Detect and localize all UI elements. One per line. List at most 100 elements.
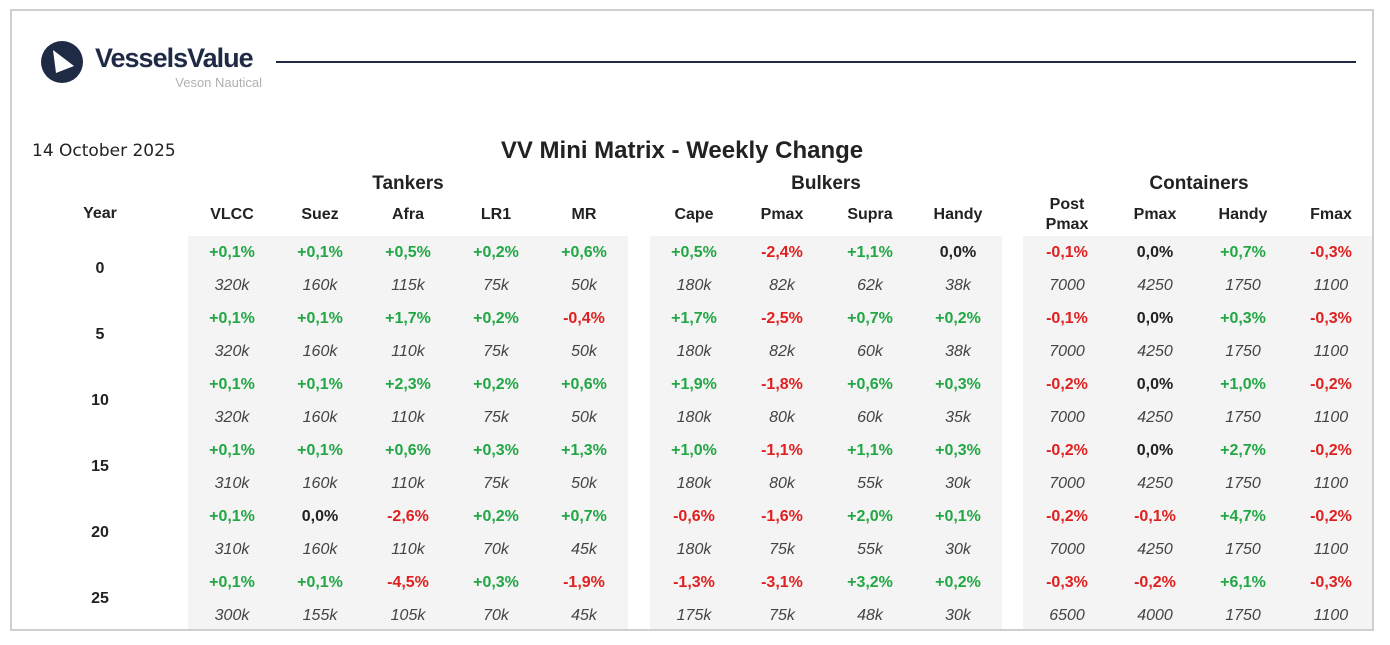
size-cell: 48k xyxy=(857,607,883,624)
change-cell: -0,3% xyxy=(1310,310,1352,327)
vesselsvalue-logo: VesselsValue Veson Nautical xyxy=(40,40,270,92)
size-cell: 55k xyxy=(857,475,883,492)
size-cell: 7000 xyxy=(1049,541,1085,558)
change-cell: +1,1% xyxy=(847,244,893,261)
change-cell: +2,0% xyxy=(847,508,893,525)
size-cell: 1100 xyxy=(1313,409,1349,426)
year-cell: 15 xyxy=(91,458,109,475)
change-cell: -1,1% xyxy=(761,442,803,459)
change-cell: -0,6% xyxy=(673,508,715,525)
size-cell: 180k xyxy=(676,343,712,360)
size-cell: 50k xyxy=(571,409,597,426)
size-cell: 180k xyxy=(676,409,712,426)
change-cell: -0,3% xyxy=(1046,574,1088,591)
size-cell: 1750 xyxy=(1225,607,1261,624)
change-cell: -0,2% xyxy=(1310,508,1352,525)
size-cell: 70k xyxy=(483,541,509,558)
containers-pmax-header-label: Pmax xyxy=(1133,206,1177,223)
change-cell: +0,6% xyxy=(561,244,607,261)
size-cell: 155k xyxy=(302,607,338,624)
change-cell: +1,0% xyxy=(671,442,717,459)
size-cell: 7000 xyxy=(1049,409,1085,426)
bulkers-cape-column-header: Cape xyxy=(650,205,738,225)
change-cell: -0,1% xyxy=(1046,244,1088,261)
size-cell: 160k xyxy=(302,343,338,360)
size-cell: 55k xyxy=(857,541,883,558)
containers-handy-header-label: Handy xyxy=(1218,206,1268,223)
size-cell: 70k xyxy=(483,607,509,624)
size-cell: 4250 xyxy=(1137,409,1173,426)
change-cell: +0,1% xyxy=(297,574,343,591)
tankers-vlcc-column-header: VLCC xyxy=(188,205,276,225)
change-cell: +2,3% xyxy=(385,376,431,393)
size-cell: 160k xyxy=(302,409,338,426)
change-cell: -0,4% xyxy=(563,310,605,327)
change-cell: +6,1% xyxy=(1220,574,1266,591)
brand-tagline: Veson Nautical xyxy=(175,75,262,90)
containers-fmax-header-label: Fmax xyxy=(1310,206,1352,223)
size-cell: 1750 xyxy=(1225,277,1261,294)
size-cell: 60k xyxy=(857,343,883,360)
size-cell: 180k xyxy=(676,475,712,492)
change-cell: +0,5% xyxy=(385,244,431,261)
change-cell: +0,1% xyxy=(297,442,343,459)
containers-panel xyxy=(1023,236,1372,629)
tankers-afra-header-label: Afra xyxy=(391,206,424,223)
size-cell: 4250 xyxy=(1137,277,1173,294)
size-cell: 160k xyxy=(302,475,338,492)
change-cell: -2,5% xyxy=(761,310,803,327)
size-cell: 1750 xyxy=(1225,409,1261,426)
change-cell: +0,1% xyxy=(209,574,255,591)
size-cell: 82k xyxy=(769,343,795,360)
change-cell: 0,0% xyxy=(939,244,977,261)
report-frame: VesselsValue Veson Nautical 14 October 2… xyxy=(10,9,1374,631)
size-cell: 1100 xyxy=(1313,541,1349,558)
size-cell: 160k xyxy=(302,541,338,558)
size-cell: 180k xyxy=(676,277,712,294)
containers-post-pmax-column-header: Post Pmax xyxy=(1023,195,1111,235)
change-cell: -0,1% xyxy=(1134,508,1176,525)
size-cell: 80k xyxy=(769,409,795,426)
bulkers-handy-header-label: Handy xyxy=(933,206,983,223)
size-cell: 110k xyxy=(391,409,425,426)
change-cell: +0,1% xyxy=(297,376,343,393)
change-cell: 0,0% xyxy=(1136,376,1174,393)
change-cell: +0,2% xyxy=(935,574,981,591)
containers-post-pmax-header-label: Post xyxy=(1049,196,1085,213)
year-cell: 10 xyxy=(91,392,109,409)
change-cell: -1,9% xyxy=(563,574,605,591)
change-cell: +0,2% xyxy=(935,310,981,327)
change-cell: +1,3% xyxy=(561,442,607,459)
change-cell: +1,0% xyxy=(1220,376,1266,393)
size-cell: 1750 xyxy=(1225,541,1261,558)
change-cell: -0,2% xyxy=(1046,376,1088,393)
change-cell: +1,9% xyxy=(671,376,717,393)
bulkers-pmax-header-label: Pmax xyxy=(760,206,804,223)
change-cell: 0,0% xyxy=(1136,244,1174,261)
change-cell: -0,2% xyxy=(1310,442,1352,459)
vesselsvalue-logo-icon xyxy=(41,41,83,83)
change-cell: +0,1% xyxy=(297,244,343,261)
bulkers-supra-header-label: Supra xyxy=(847,206,893,223)
bulkers-panel xyxy=(650,236,1002,629)
report-title: VV Mini Matrix - Weekly Change xyxy=(500,137,864,164)
size-cell: 75k xyxy=(483,409,509,426)
size-cell: 50k xyxy=(571,475,597,492)
tankers-suez-column-header: Suez xyxy=(276,205,364,225)
size-cell: 320k xyxy=(214,277,250,294)
size-cell: 110k xyxy=(391,343,425,360)
change-cell: 0,0% xyxy=(1136,442,1174,459)
bulkers-pmax-column-header: Pmax xyxy=(738,205,826,225)
size-cell: 180k xyxy=(676,541,712,558)
containers-fmax-column-header: Fmax xyxy=(1287,205,1372,225)
change-cell: -4,5% xyxy=(387,574,429,591)
size-cell: 30k xyxy=(945,541,971,558)
change-cell: +0,1% xyxy=(935,508,981,525)
tankers-group-title: Tankers xyxy=(372,173,444,194)
year-cell: 0 xyxy=(95,260,105,277)
tankers-lr1-header-label: LR1 xyxy=(480,206,512,223)
change-cell: -0,2% xyxy=(1134,574,1176,591)
change-cell: -3,1% xyxy=(761,574,803,591)
change-cell: +0,7% xyxy=(847,310,893,327)
change-cell: 0,0% xyxy=(301,508,339,525)
